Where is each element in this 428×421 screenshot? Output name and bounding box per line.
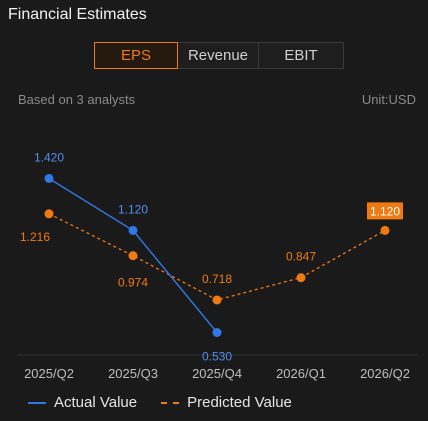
x-tick-label: 2025/Q3 [108,366,158,381]
actual-data-label: 0.530 [202,350,232,364]
legend-actual[interactable]: Actual Value [28,394,137,411]
metric-tabs: EPS Revenue EBIT [94,42,344,69]
x-tick-label: 2026/Q1 [276,366,326,381]
legend-actual-swatch [28,401,46,404]
unit-label: Unit:USD [361,92,416,107]
legend-predicted-label: Predicted Value [187,394,292,411]
predicted-data-label: 1.216 [20,230,50,244]
legend-predicted[interactable]: Predicted Value [161,394,292,411]
predicted-label-badge [367,202,403,220]
predicted-data-label: 0.718 [202,272,232,286]
analysts-note: Based on 3 analysts [18,92,136,107]
x-tick-label: 2025/Q2 [24,366,74,381]
actual-data-label: 1.420 [34,150,64,164]
predicted-data-label: 0.847 [286,250,316,264]
actual-point [212,328,222,337]
predicted-data-label: 0.974 [118,276,148,290]
predicted-point [296,273,306,283]
actual-point [128,225,138,235]
predicted-point [212,295,222,305]
predicted-data-label: 1.120 [370,204,400,218]
predicted-series-line [48,213,386,301]
tab-eps[interactable]: EPS [94,42,178,69]
legend-predicted-swatch [161,401,180,404]
x-tick-label: 2026/Q2 [360,366,410,381]
actual-point [44,173,54,183]
predicted-point [380,225,390,235]
legend-actual-label: Actual Value [54,394,138,411]
x-tick-label: 2025/Q4 [192,366,242,381]
actual-data-label: 1.120 [118,202,148,216]
predicted-point [44,209,54,219]
page-title: Financial Estimates [8,6,147,23]
predicted-point [128,251,138,261]
tab-ebit[interactable]: EBIT [258,42,344,69]
chart-legend: Actual Value Predicted Value [28,394,292,411]
